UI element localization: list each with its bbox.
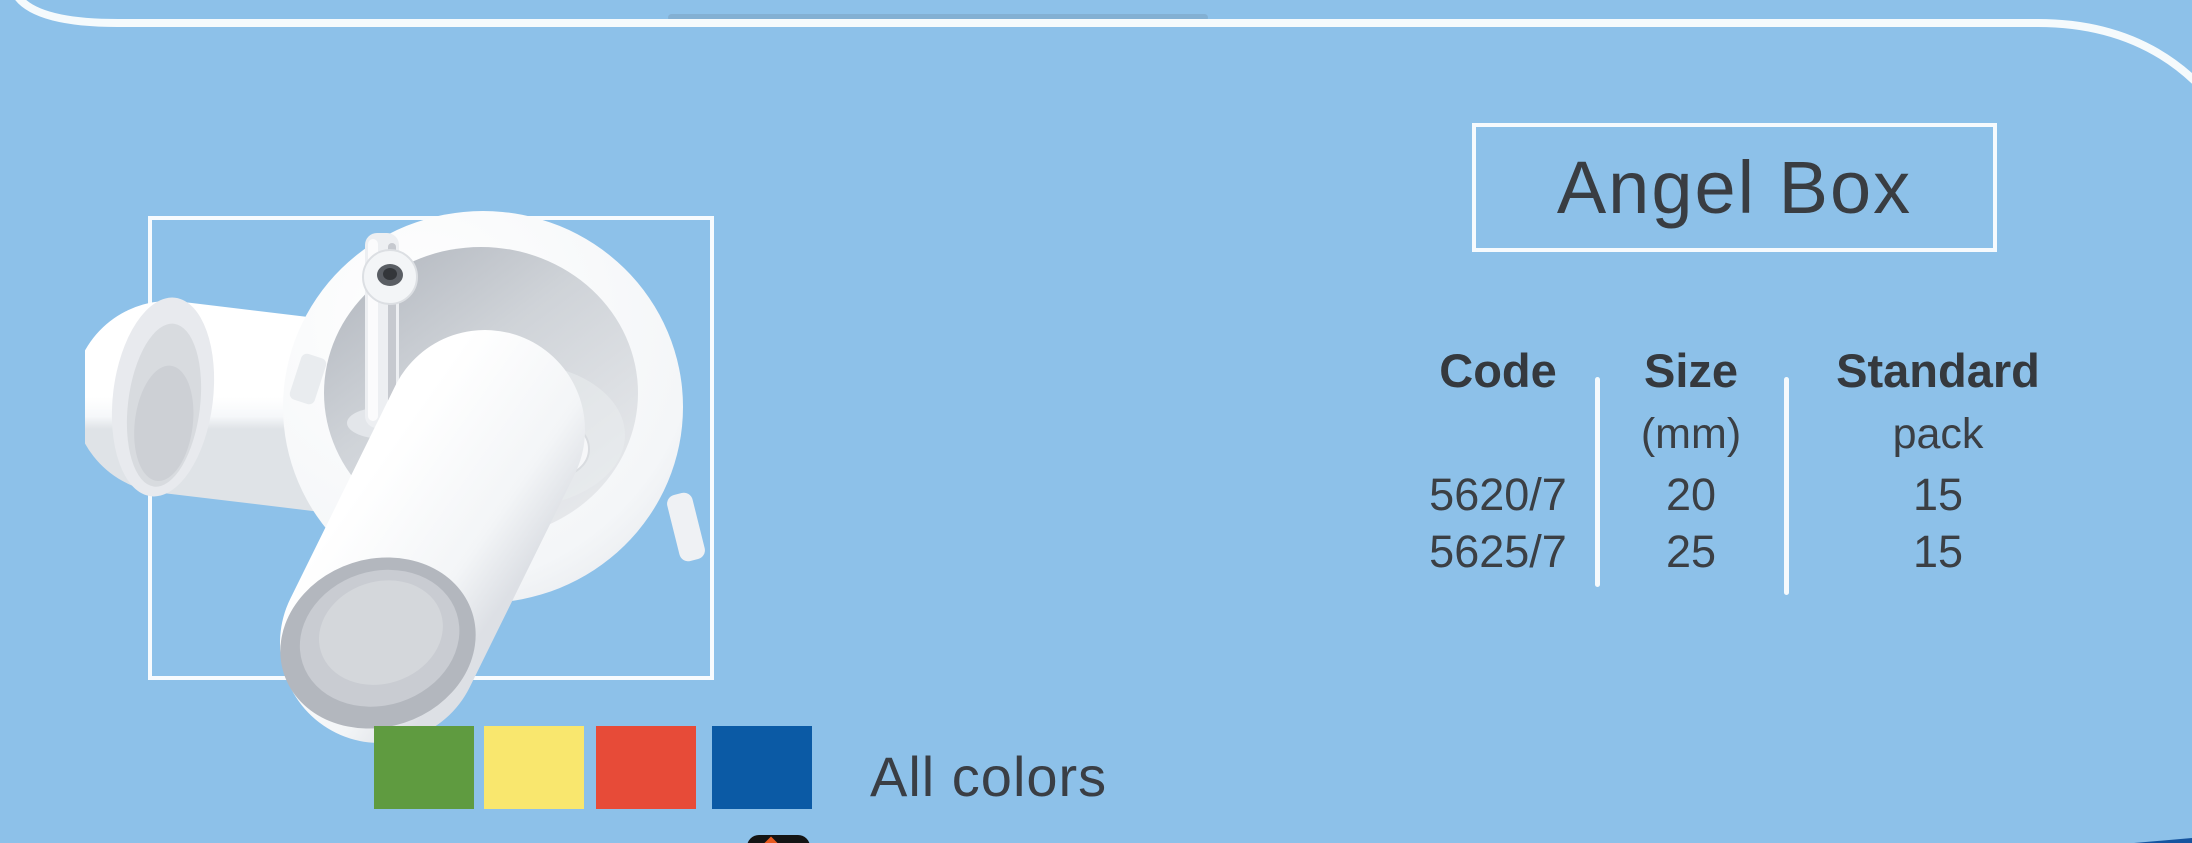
column-header-standard: Standard — [1836, 344, 2040, 397]
footer-wedge — [2134, 838, 2192, 843]
swatch-blue — [712, 726, 812, 809]
front-spout — [280, 330, 585, 743]
table-cell-code-1: 5620/7 — [1429, 469, 1567, 520]
table-cell-size-2: 25 — [1665, 526, 1717, 577]
swatch-yellow — [484, 726, 584, 809]
table-column-code: Code 5620/7 5625/7 — [1400, 340, 1596, 580]
title-box: Angel Box — [1472, 123, 1997, 252]
column-header-code: Code — [1439, 344, 1557, 397]
table-column-standard: Standard pack 15 15 — [1786, 340, 2090, 580]
column-subheader-standard: pack — [1892, 410, 1984, 458]
table-cell-size-1: 20 — [1665, 469, 1717, 520]
logo-accent-icon — [762, 836, 780, 843]
column-subheader-code — [1400, 410, 1596, 466]
table-cell-pack-2: 15 — [1912, 526, 1964, 577]
page-title: Angel Box — [1556, 145, 1913, 229]
partial-logo — [747, 835, 810, 843]
swatch-green — [374, 726, 474, 809]
column-header-size: Size — [1643, 344, 1739, 397]
table-cell-code-2: 5625/7 — [1429, 526, 1567, 577]
table-column-size: Size (mm) 20 25 — [1596, 340, 1786, 580]
top-line-shadow — [668, 14, 1208, 21]
all-colors-label: All colors — [870, 745, 1108, 808]
column-subheader-size: (mm) — [1640, 410, 1742, 458]
table-cell-pack-1: 15 — [1912, 469, 1964, 520]
swatch-red — [596, 726, 696, 809]
column-divider-1 — [1595, 377, 1600, 587]
product-photo — [85, 211, 705, 743]
column-divider-2 — [1784, 377, 1789, 595]
